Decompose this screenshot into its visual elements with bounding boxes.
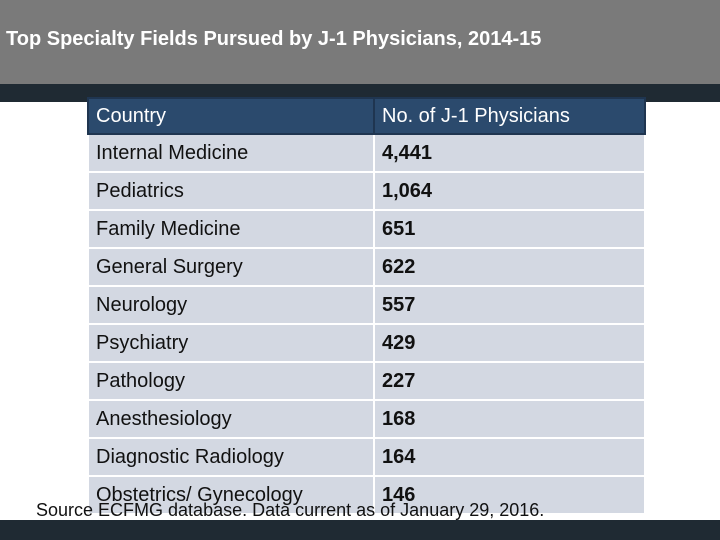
count-cell: 4,441: [373, 133, 646, 173]
table-row: Family Medicine 651: [87, 209, 646, 249]
table-row: Pathology 227: [87, 361, 646, 401]
table-row: Psychiatry 429: [87, 323, 646, 363]
table-row: Obstetrics/ Gynecology 146: [87, 475, 646, 515]
specialty-cell: Neurology: [87, 285, 375, 325]
count-cell: 429: [373, 323, 646, 363]
specialty-cell: Obstetrics/ Gynecology: [87, 475, 375, 515]
count-cell: 168: [373, 399, 646, 439]
specialty-cell: Anesthesiology: [87, 399, 375, 439]
table-row: Pediatrics 1,064: [87, 171, 646, 211]
table-row: General Surgery 622: [87, 247, 646, 287]
count-cell: 651: [373, 209, 646, 249]
column-header-country: Country: [87, 97, 375, 135]
page-title: Top Specialty Fields Pursued by J-1 Phys…: [6, 28, 542, 50]
column-header-count: No. of J-1 Physicians: [373, 97, 646, 135]
specialty-cell: Diagnostic Radiology: [87, 437, 375, 477]
count-cell: 146: [373, 475, 646, 515]
footer-band: [0, 520, 720, 540]
specialty-table-container: Country No. of J-1 Physicians Internal M…: [87, 97, 646, 515]
table-header-row: Country No. of J-1 Physicians: [87, 97, 646, 135]
count-cell: 227: [373, 361, 646, 401]
table-row: Anesthesiology 168: [87, 399, 646, 439]
source-note: Source ECFMG database. Data current as o…: [36, 500, 545, 520]
specialty-cell: Pathology: [87, 361, 375, 401]
specialty-cell: Internal Medicine: [87, 133, 375, 173]
title-bar: Top Specialty Fields Pursued by J-1 Phys…: [0, 0, 720, 84]
table-row: Internal Medicine 4,441: [87, 133, 646, 173]
specialty-cell: Pediatrics: [87, 171, 375, 211]
specialty-table: Country No. of J-1 Physicians Internal M…: [87, 97, 646, 515]
count-cell: 164: [373, 437, 646, 477]
count-cell: 622: [373, 247, 646, 287]
specialty-cell: Family Medicine: [87, 209, 375, 249]
table-row: Neurology 557: [87, 285, 646, 325]
table-row: Diagnostic Radiology 164: [87, 437, 646, 477]
specialty-cell: General Surgery: [87, 247, 375, 287]
specialty-cell: Psychiatry: [87, 323, 375, 363]
count-cell: 557: [373, 285, 646, 325]
count-cell: 1,064: [373, 171, 646, 211]
